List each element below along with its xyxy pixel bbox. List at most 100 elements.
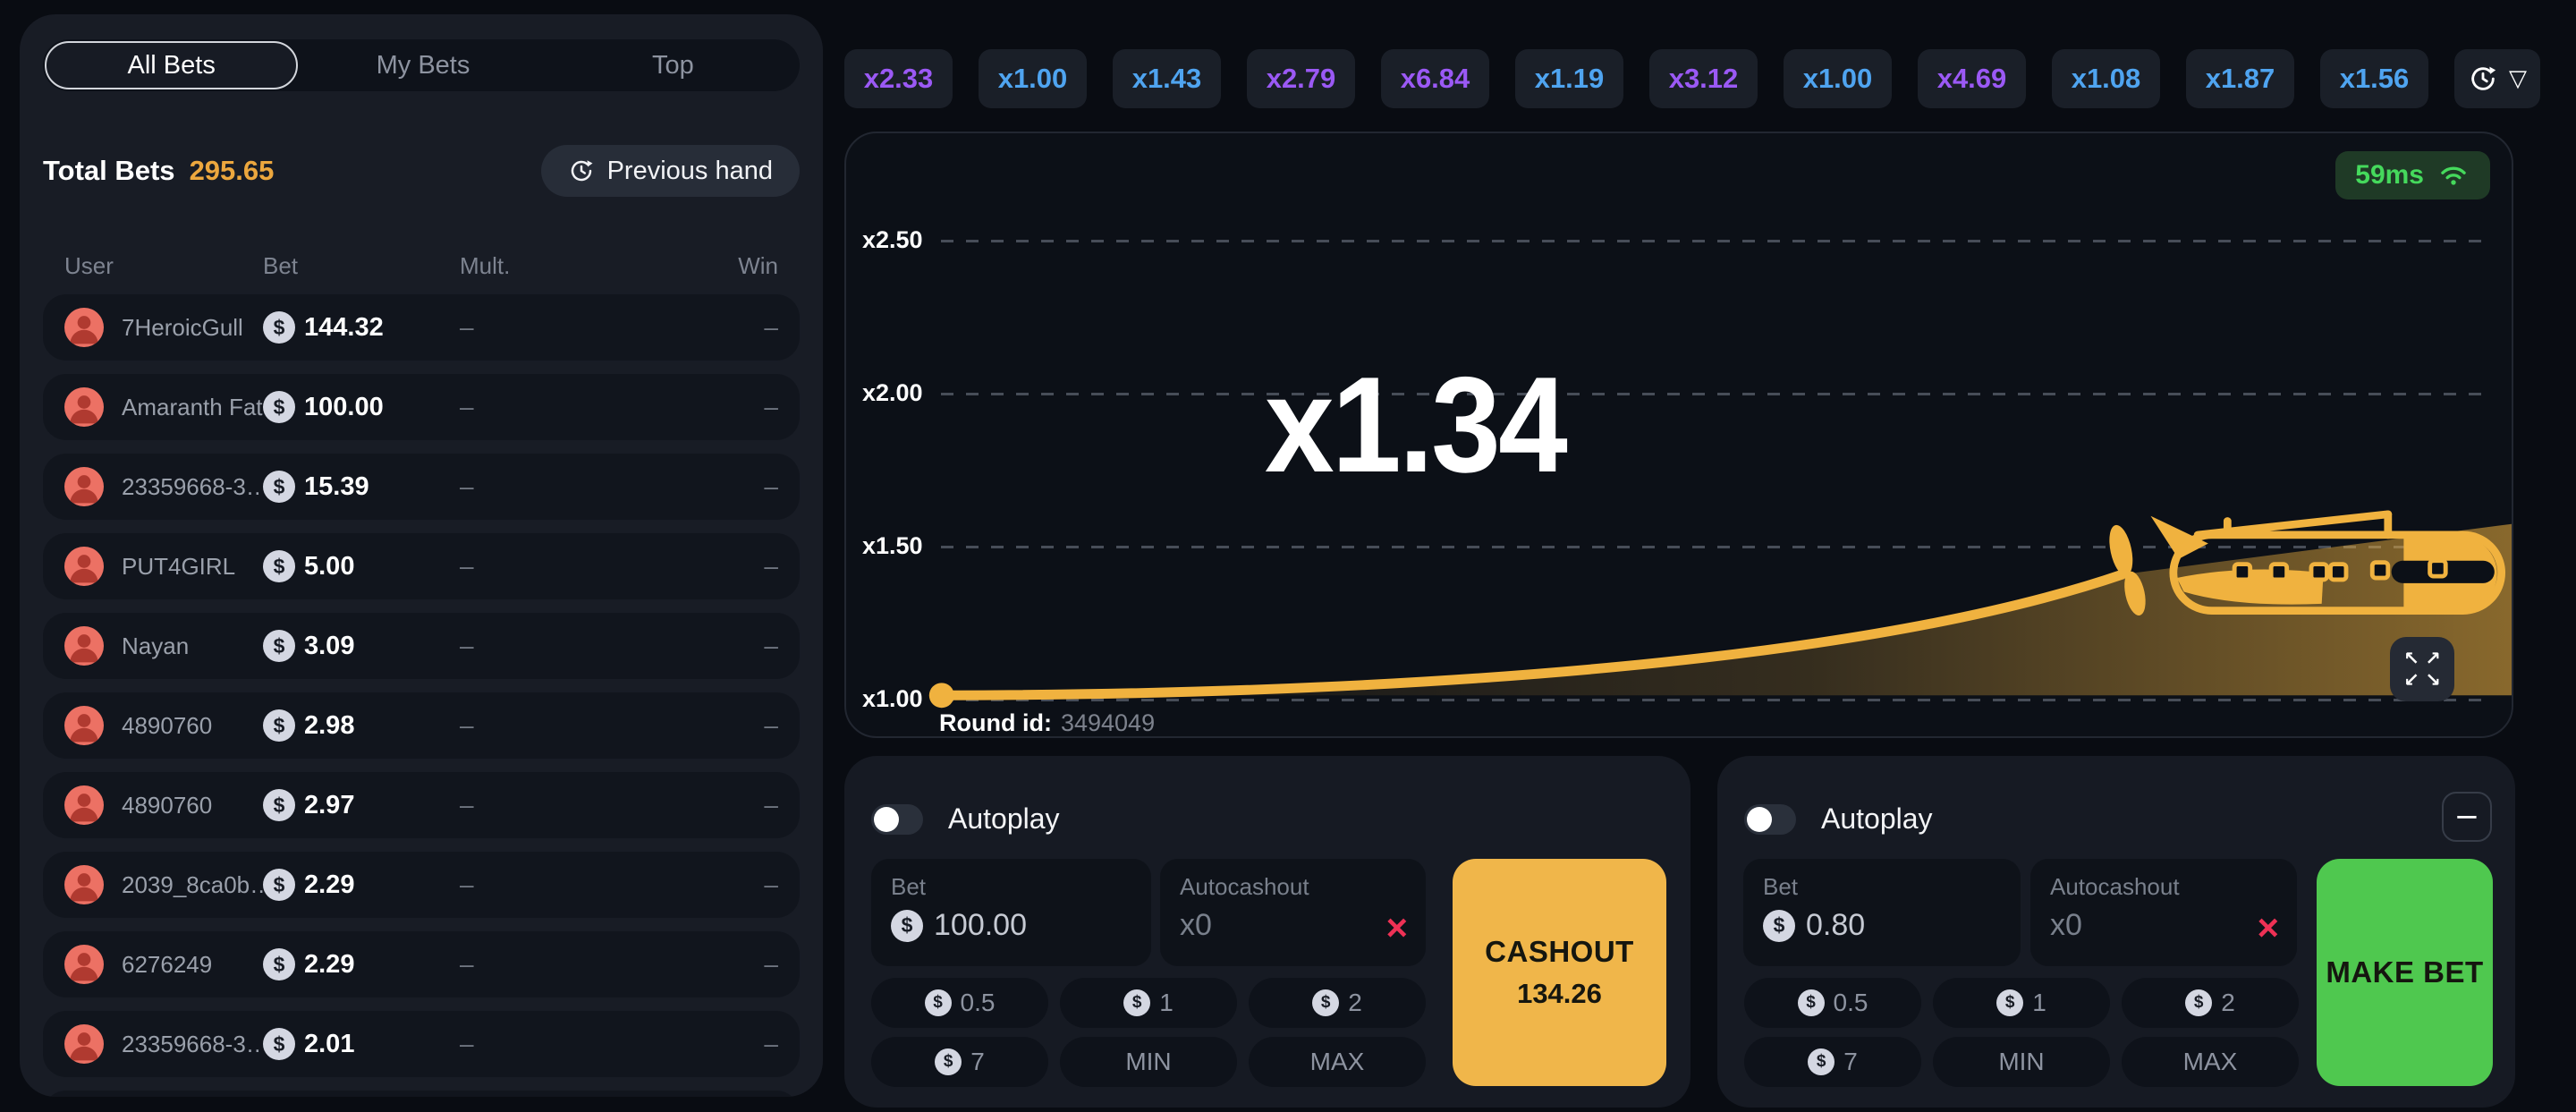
- autoplay-toggle[interactable]: [1744, 803, 1796, 835]
- bet-field-label: Bet: [1763, 873, 1799, 900]
- row-win: –: [764, 393, 778, 420]
- tab-all-bets[interactable]: All Bets: [45, 41, 299, 89]
- bet-amount-value: 0.80: [1806, 908, 1866, 942]
- min-bet-button[interactable]: MIN: [1933, 1037, 2110, 1087]
- expand-icon: ↖: [2403, 647, 2419, 669]
- history-multiplier[interactable]: x2.33: [844, 49, 953, 108]
- history-icon: [571, 160, 593, 182]
- table-row: 7HeroicGull $144.32 – –: [43, 294, 800, 361]
- quick-bet-7-button[interactable]: $7: [871, 1037, 1048, 1087]
- autocashout-field[interactable]: Autocashout x0 ×: [1160, 859, 1426, 966]
- wifi-icon: [2441, 166, 2466, 185]
- y-tick: x2.50: [862, 226, 923, 253]
- quick-bet-2-button[interactable]: $2: [1249, 978, 1426, 1028]
- quick-bet-0.5-button[interactable]: $0.5: [1744, 978, 1921, 1028]
- quick-bet-label: MAX: [2182, 1048, 2238, 1075]
- row-win: –: [764, 313, 778, 341]
- history-icon: [2471, 66, 2496, 90]
- row-multiplier: –: [460, 1030, 474, 1057]
- row-win: –: [764, 711, 778, 739]
- bet-amount-field[interactable]: Bet $0.80: [1743, 859, 2021, 966]
- y-tick: x1.00: [862, 685, 923, 712]
- max-bet-button[interactable]: MAX: [1249, 1037, 1426, 1087]
- quick-bet-2-button[interactable]: $2: [2122, 978, 2299, 1028]
- bet-amount-field[interactable]: Bet $100.00: [871, 859, 1151, 966]
- coin-icon: $: [263, 869, 295, 901]
- bet-panel-1: Autoplay Bet $100.00 Autocashout x0 × $0…: [844, 756, 1690, 1108]
- avatar: [64, 945, 104, 984]
- chevron-down-icon: ▽: [2509, 65, 2527, 92]
- avatar: [64, 1024, 104, 1064]
- coin-icon: $: [263, 709, 295, 742]
- history-multiplier[interactable]: x2.79: [1247, 49, 1355, 108]
- coin-icon: $: [1123, 989, 1151, 1016]
- row-bet-amount: 2.97: [304, 790, 355, 819]
- quick-bet-label: 7: [1843, 1048, 1858, 1075]
- tab-my-bets[interactable]: My Bets: [376, 50, 470, 80]
- history-multiplier[interactable]: x1.00: [1784, 49, 1892, 108]
- avatar: [64, 308, 104, 347]
- quick-bet-label: 2: [2221, 989, 2235, 1016]
- history-multiplier[interactable]: x6.84: [1381, 49, 1489, 108]
- quick-bet-label: 7: [970, 1048, 985, 1075]
- quick-bet-label: MAX: [1309, 1048, 1365, 1075]
- row-multiplier: –: [460, 791, 474, 819]
- row-multiplier: –: [460, 393, 474, 420]
- table-row: PUT4GIRL $5.00 – –: [43, 533, 800, 599]
- previous-hand-button[interactable]: Previous hand: [540, 145, 800, 197]
- history-multiplier[interactable]: x3.12: [1649, 49, 1758, 108]
- clear-autocashout-icon[interactable]: ×: [1385, 906, 1408, 948]
- total-bets-value: 295.65: [189, 155, 275, 186]
- history-multiplier[interactable]: x1.08: [2052, 49, 2160, 108]
- history-multiplier[interactable]: x1.87: [2186, 49, 2294, 108]
- quick-bet-1-button[interactable]: $1: [1933, 978, 2110, 1028]
- row-multiplier: –: [460, 870, 474, 898]
- coin-icon: $: [1763, 909, 1795, 942]
- history-multiplier[interactable]: x4.69: [1918, 49, 2026, 108]
- row-username: 23359668-3…: [122, 1030, 263, 1057]
- quick-bet-0.5-button[interactable]: $0.5: [871, 978, 1048, 1028]
- remove-panel-button[interactable]: −: [2442, 792, 2492, 842]
- min-bet-button[interactable]: MIN: [1060, 1037, 1237, 1087]
- avatar: [64, 387, 104, 427]
- history-multiplier[interactable]: x1.43: [1113, 49, 1221, 108]
- clear-autocashout-icon[interactable]: ×: [2257, 906, 2279, 948]
- cashout-value: 134.26: [1517, 978, 1602, 1009]
- cashout-button[interactable]: CASHOUT 134.26: [1453, 859, 1666, 1086]
- history-multiplier[interactable]: x1.00: [979, 49, 1087, 108]
- bets-sidebar: All Bets My Bets Top Total Bets 295.65 P…: [20, 14, 823, 1097]
- quick-bet-label: MIN: [1998, 1048, 2045, 1075]
- col-bet: Bet: [263, 252, 299, 279]
- autocashout-field[interactable]: Autocashout x0 ×: [2030, 859, 2297, 966]
- quick-bet-7-button[interactable]: $7: [1744, 1037, 1921, 1087]
- bet-field-label: Bet: [891, 873, 927, 900]
- total-bets-row: Total Bets 295.65 Previous hand: [43, 145, 800, 197]
- history-multiplier[interactable]: x1.19: [1515, 49, 1623, 108]
- row-username: 6276249: [122, 950, 213, 978]
- cashout-label: CASHOUT: [1485, 935, 1634, 968]
- round-id-label: Round id:: [939, 709, 1052, 736]
- coin-icon: $: [1996, 989, 2024, 1016]
- history-menu-button[interactable]: ▽: [2454, 49, 2540, 108]
- col-mult: Mult.: [460, 252, 511, 279]
- row-multiplier: –: [460, 711, 474, 739]
- max-bet-button[interactable]: MAX: [2122, 1037, 2299, 1087]
- make-bet-button[interactable]: MAKE BET: [2317, 859, 2493, 1086]
- toggle-knob: [1747, 806, 1772, 832]
- tab-top[interactable]: Top: [651, 50, 694, 80]
- avatar: [64, 626, 104, 666]
- bets-tabs: All Bets My Bets Top: [43, 39, 800, 91]
- fullscreen-button[interactable]: ↖ ↗ ↙ ↘: [2390, 637, 2454, 701]
- coin-icon: $: [263, 391, 295, 423]
- avatar: [64, 706, 104, 745]
- quick-bet-label: 0.5: [960, 989, 996, 1016]
- row-username: 4890760: [122, 791, 213, 819]
- history-multiplier[interactable]: x1.56: [2320, 49, 2428, 108]
- autoplay-toggle[interactable]: [871, 803, 923, 835]
- row-username: 2039_8ca0b…: [122, 870, 263, 898]
- row-bet-amount: 5.00: [304, 551, 355, 581]
- table-row: Amaranth Fat… $100.00 – –: [43, 374, 800, 440]
- col-user: User: [64, 252, 114, 279]
- row-bet-amount: 144.32: [304, 312, 384, 342]
- quick-bet-1-button[interactable]: $1: [1060, 978, 1237, 1028]
